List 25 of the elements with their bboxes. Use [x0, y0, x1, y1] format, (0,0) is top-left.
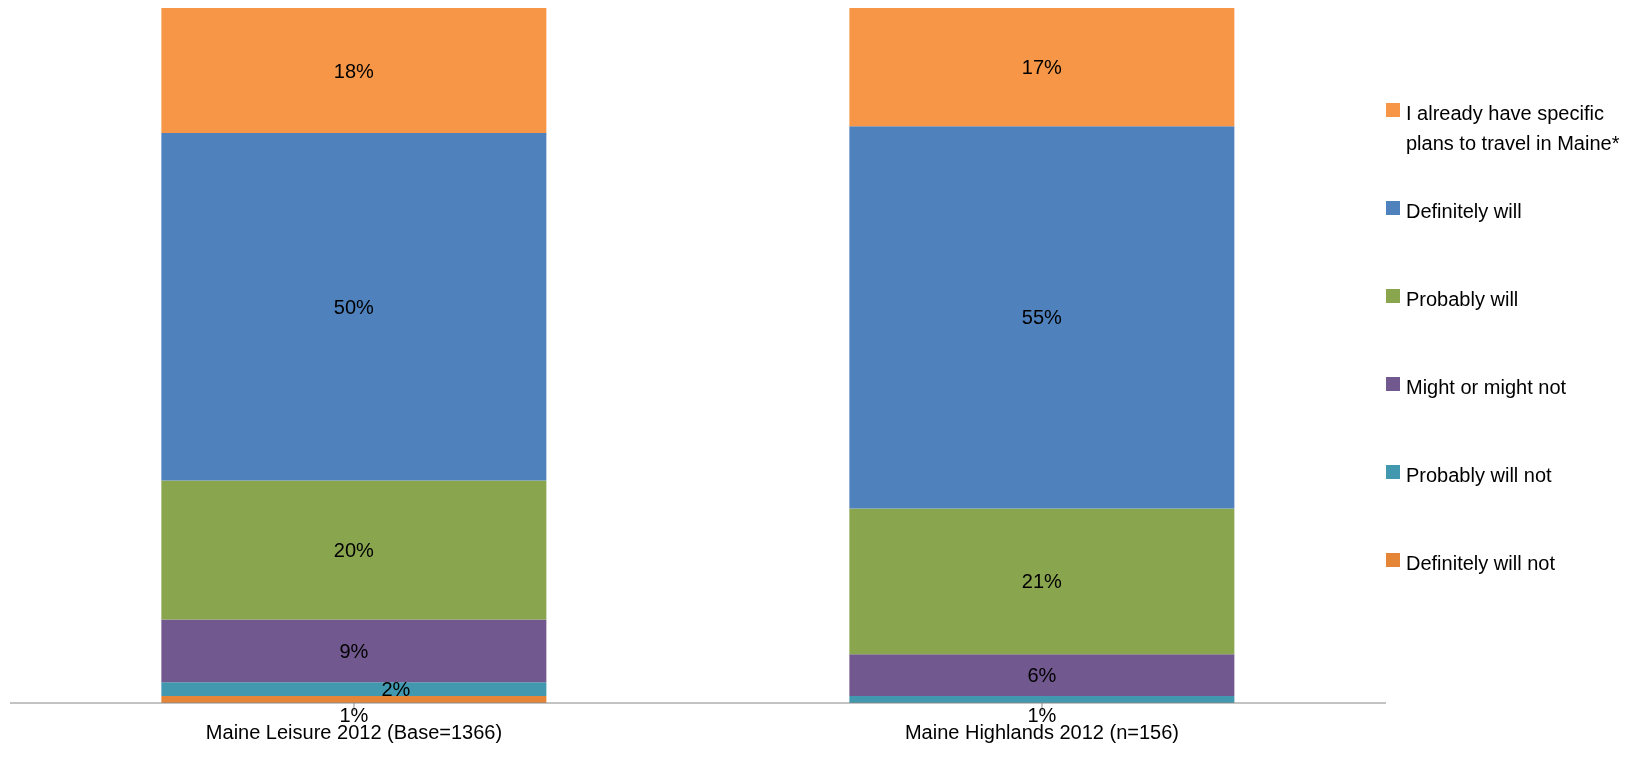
bar: [161, 682, 547, 697]
bar: [161, 619, 547, 683]
legend-label: Definitely will: [1406, 199, 1522, 224]
data-label: 17%: [1021, 56, 1063, 79]
legend-label: I already have specific plans to travel in Maine*: [1406, 101, 1621, 156]
bar: [849, 126, 1235, 509]
legend-label: Definitely will not: [1406, 551, 1555, 576]
bar: [849, 654, 1235, 697]
data-label: 9%: [339, 639, 369, 662]
data-label: 50%: [333, 295, 375, 318]
bar: [849, 508, 1235, 655]
data-label: 20%: [333, 539, 375, 562]
data-label: 6%: [1027, 664, 1057, 687]
data-label: 2%: [381, 678, 411, 701]
bar: [161, 133, 547, 481]
data-label: 18%: [333, 59, 375, 82]
legend-label: Probably will not: [1406, 463, 1552, 488]
data-label: 55%: [1021, 306, 1063, 329]
bar: [161, 8, 547, 134]
data-label: 21%: [1021, 570, 1063, 593]
bar: [849, 8, 1235, 127]
legend-label: Probably will: [1406, 287, 1519, 312]
legend-label: Might or might not: [1406, 375, 1567, 400]
bar: [161, 480, 547, 620]
x-tick-label: Maine Highlands 2012 (n=156): [904, 721, 1180, 744]
